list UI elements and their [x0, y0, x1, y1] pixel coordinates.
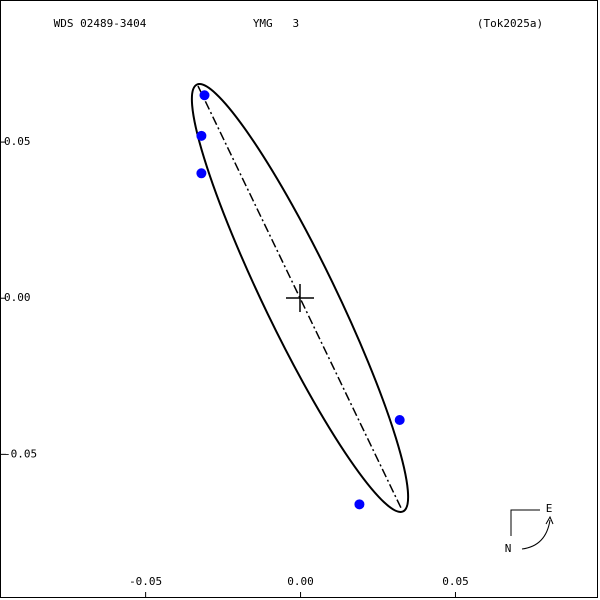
- data-point: [196, 130, 207, 141]
- compass-arrowhead: [545, 515, 554, 525]
- y-tick-label: 0.05: [4, 135, 31, 148]
- x-tick-label: 0.00: [287, 575, 314, 588]
- data-point: [394, 415, 405, 426]
- chart-title: WDS 02489-3404: [54, 17, 147, 30]
- compass-north: N: [505, 542, 512, 555]
- compass: E N: [505, 502, 554, 555]
- y-tick-label: 0.00: [4, 291, 31, 304]
- subtitle: YMG 3: [253, 17, 299, 30]
- x-tick-label: 0.05: [442, 575, 469, 588]
- compass-east: E: [546, 502, 553, 515]
- data-point: [354, 499, 365, 510]
- orbit: [190, 83, 410, 513]
- data-point: [199, 90, 210, 101]
- y-tick-label: -0.05: [4, 447, 37, 460]
- reference: (Tok2025a): [477, 17, 543, 30]
- data-point: [196, 168, 207, 179]
- orbit-ellipse: [190, 83, 410, 513]
- compass-arrow: [521, 519, 551, 550]
- x-tick-label: -0.05: [129, 575, 162, 588]
- line-of-nodes: [197, 85, 403, 511]
- compass-axes: [510, 509, 540, 536]
